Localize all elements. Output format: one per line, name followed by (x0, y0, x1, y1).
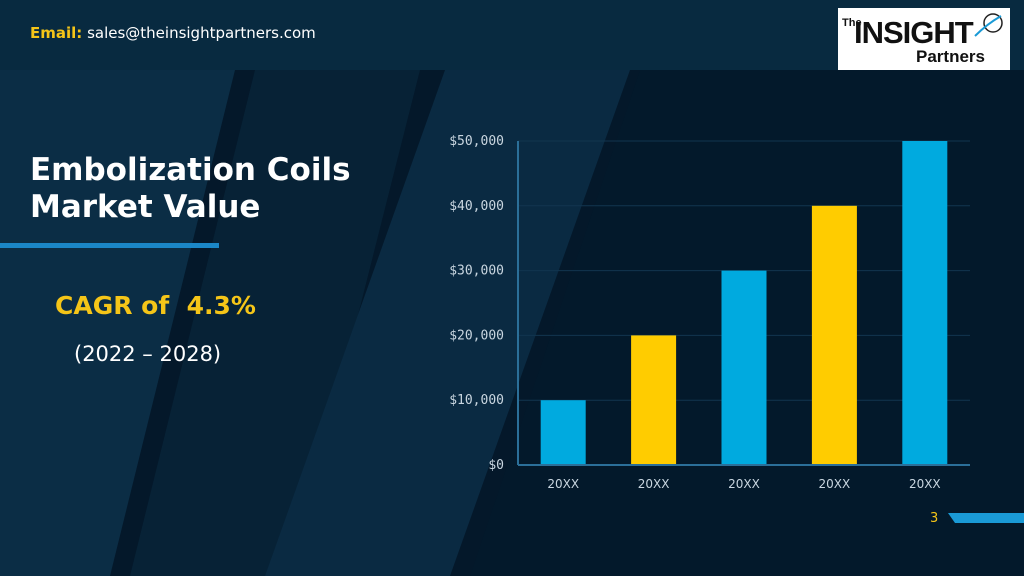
x-category-label: 20XX (819, 477, 851, 491)
logo-insight-text: INSIGHT (854, 15, 974, 50)
y-tick-label: $30,000 (449, 264, 504, 279)
x-axis-category-labels: 20XX 20XX 20XX 20XX 20XX (547, 477, 940, 491)
company-logo: The INSIGHT Partners (838, 8, 1010, 70)
title-underline (0, 243, 219, 248)
bar-1 (540, 400, 586, 465)
bar-2 (631, 335, 677, 465)
y-tick-label: $40,000 (449, 199, 504, 214)
y-tick-label: $10,000 (449, 393, 504, 408)
email-address[interactable]: sales@theinsightpartners.com (87, 24, 316, 42)
bar-4 (811, 205, 857, 466)
chart-bars (540, 141, 948, 466)
forecast-period: (2022 – 2028) (74, 342, 222, 366)
slide-title: Embolization Coils Market Value (30, 152, 410, 226)
email-label: Email: (30, 24, 83, 42)
cagr-value: CAGR of 4.3% (55, 291, 256, 320)
contact-email: Email: sales@theinsightpartners.com (30, 24, 316, 42)
y-tick-label: $50,000 (449, 134, 504, 149)
logo-the-text: The (842, 17, 862, 29)
title-line-1: Embolization Coils (30, 152, 351, 188)
x-category-label: 20XX (638, 477, 670, 491)
page-number: 3 (930, 511, 939, 526)
y-axis-tick-labels: $0 $10,000 $20,000 $30,000 $40,000 $50,000 (449, 134, 504, 473)
x-category-label: 20XX (728, 477, 760, 491)
bar-3 (721, 270, 767, 465)
x-category-label: 20XX (547, 477, 579, 491)
logo-swoosh-icon (974, 13, 1003, 37)
x-category-label: 20XX (909, 477, 941, 491)
y-tick-label: $20,000 (449, 328, 504, 343)
title-line-2: Market Value (30, 189, 261, 225)
logo-partners-text: Partners (916, 47, 985, 66)
bar-5 (902, 141, 948, 465)
y-tick-label: $0 (488, 458, 504, 473)
